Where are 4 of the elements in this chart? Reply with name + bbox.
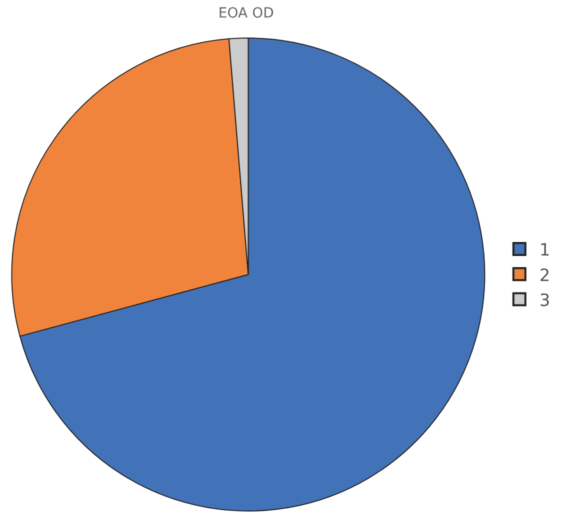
legend-label: 3 <box>539 290 550 311</box>
legend-label: 1 <box>539 240 550 261</box>
legend-label: 2 <box>539 266 550 286</box>
chart-title: EOA OD <box>218 6 274 22</box>
